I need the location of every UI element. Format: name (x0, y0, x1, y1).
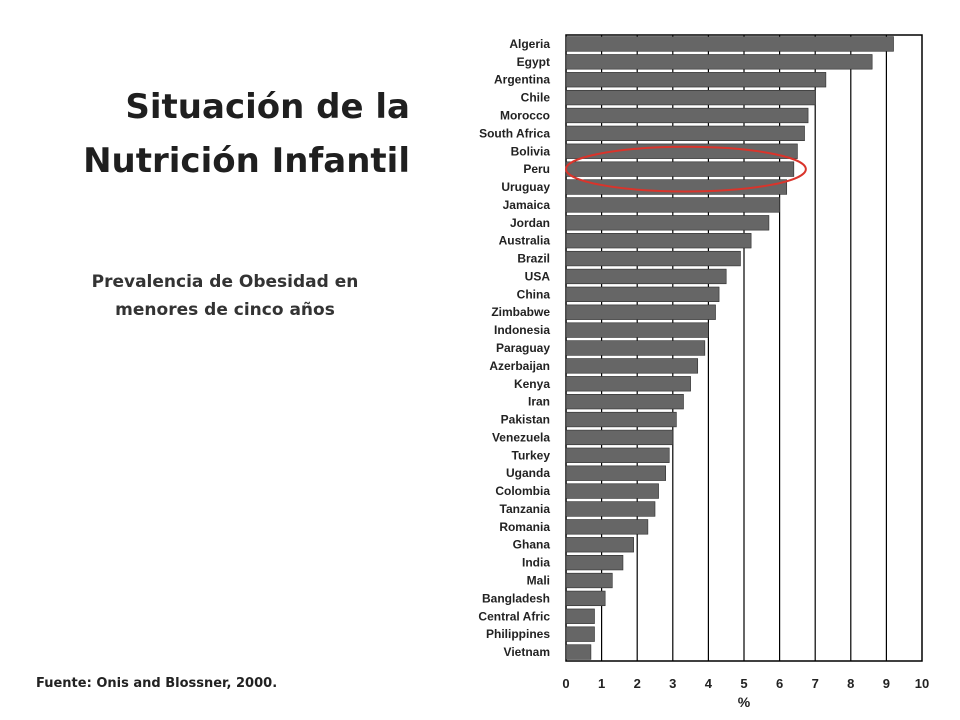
source-note: Fuente: Onis and Blossner, 2000. (36, 676, 278, 691)
x-tick-label: 5 (740, 676, 747, 691)
category-label: Mali (527, 574, 550, 588)
bar-27 (565, 519, 649, 535)
bar-4 (565, 107, 809, 124)
category-label: Paraguay (496, 341, 550, 355)
subtitle-line-2: menores de cinco años (115, 300, 335, 320)
bar-30 (565, 572, 613, 589)
bar-11 (565, 233, 752, 249)
bar-0 (565, 36, 894, 52)
title-line-1: Situación de la (125, 87, 410, 127)
bar-16 (565, 322, 709, 338)
x-tick-label: 0 (562, 676, 569, 691)
x-tick-label: 2 (634, 676, 641, 691)
category-label: Bolivia (511, 144, 551, 158)
category-label: Morocco (500, 108, 550, 122)
bar-32 (565, 608, 595, 624)
bar-19 (565, 376, 691, 392)
slide-title: Situación de la Nutrición Infantil (40, 80, 410, 188)
bar-1 (565, 54, 873, 70)
category-label: Brazil (517, 252, 550, 266)
bar-2 (565, 72, 827, 88)
category-label: Algeria (509, 37, 550, 51)
category-label: Chile (521, 91, 551, 105)
category-label: China (517, 287, 551, 301)
bar-20 (565, 394, 684, 410)
x-tick-label: 7 (812, 676, 819, 691)
bar-22 (565, 429, 674, 446)
category-label: Egypt (517, 55, 550, 69)
bar-21 (565, 411, 677, 428)
x-tick-label: 3 (669, 676, 676, 691)
x-tick-label: 10 (915, 676, 929, 691)
bar-25 (565, 483, 659, 499)
category-label: Bangladesh (482, 591, 550, 605)
bar-28 (565, 537, 634, 553)
x-tick-label: 4 (705, 676, 713, 691)
chart-subtitle: Prevalencia de Obesidad en menores de ci… (60, 268, 390, 324)
highlight-ellipse (565, 145, 807, 193)
bar-13 (565, 268, 727, 285)
bar-14 (565, 286, 720, 302)
bar-9 (565, 197, 780, 213)
bar-3 (565, 89, 816, 106)
bar-23 (565, 447, 670, 463)
category-label: Jordan (510, 216, 550, 230)
bar-18 (565, 358, 699, 374)
bar-26 (565, 501, 656, 517)
bar-15 (565, 304, 716, 320)
category-label: Indonesia (494, 323, 550, 337)
category-label: Ghana (513, 538, 551, 552)
category-label: Uruguay (501, 180, 550, 194)
bar-10 (565, 215, 770, 231)
bar-29 (565, 554, 624, 571)
category-label: Peru (523, 162, 550, 176)
category-label: Iran (528, 395, 550, 409)
subtitle-line-1: Prevalencia de Obesidad en (91, 272, 359, 292)
x-axis-label: % (738, 694, 751, 710)
category-label: Vietnam (504, 645, 550, 659)
category-label: Azerbaijan (489, 359, 550, 373)
bar-5 (565, 125, 805, 142)
category-label: USA (525, 269, 551, 283)
category-label: Uganda (506, 466, 550, 480)
bar-7 (565, 161, 795, 177)
x-tick-label: 6 (776, 676, 783, 691)
x-tick-label: 8 (847, 676, 854, 691)
bar-17 (565, 340, 706, 356)
category-label: Australia (499, 234, 551, 248)
bar-12 (565, 250, 741, 267)
category-label: Tanzania (500, 502, 551, 516)
bar-33 (565, 626, 595, 642)
category-label: South Africa (479, 126, 550, 140)
bar-31 (565, 590, 606, 607)
bar-6 (565, 143, 798, 159)
category-label: Argentina (494, 73, 550, 87)
bar-24 (565, 465, 666, 481)
category-label: Philippines (486, 627, 550, 641)
category-label: Pakistan (501, 413, 550, 427)
x-tick-label: 1 (598, 676, 605, 691)
category-label: India (522, 556, 550, 570)
title-line-2: Nutrición Infantil (83, 141, 410, 181)
category-label: Turkey (512, 448, 551, 462)
category-label: Romania (499, 520, 550, 534)
category-label: Venezuela (492, 430, 550, 444)
category-label: Kenya (514, 377, 550, 391)
category-label: Colombia (495, 484, 550, 498)
bar-34 (565, 644, 592, 660)
category-label: Jamaica (503, 198, 551, 212)
x-tick-label: 9 (883, 676, 890, 691)
category-label: Central Afric (478, 609, 550, 623)
category-label: Zimbabwe (491, 305, 550, 319)
